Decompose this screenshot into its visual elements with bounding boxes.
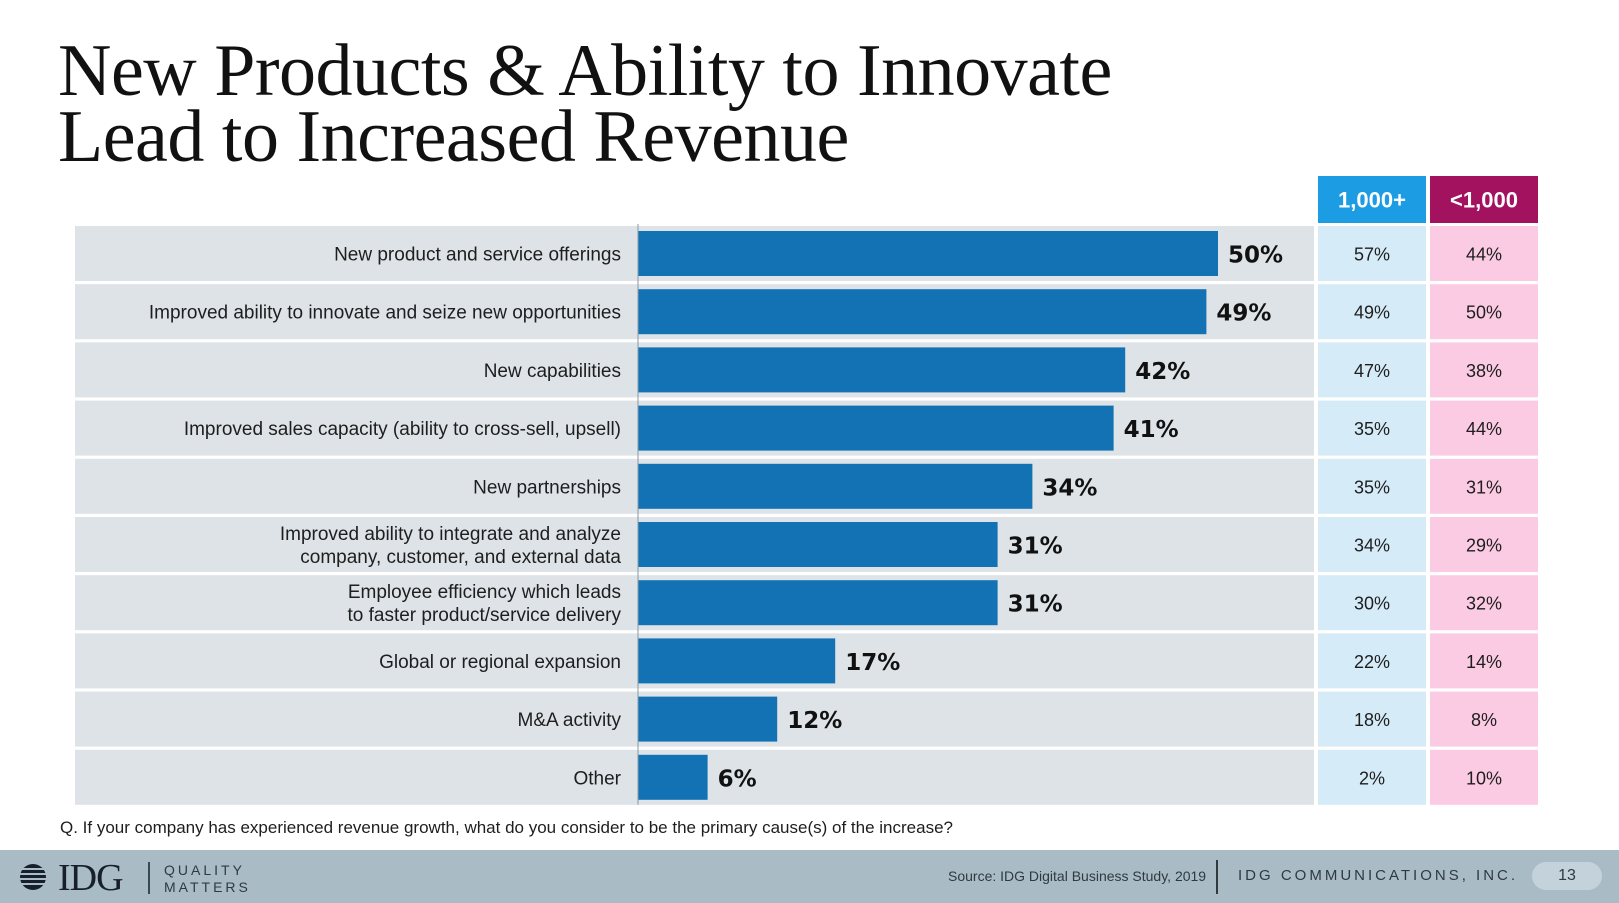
table-cell-value: 8% [1471,710,1497,730]
category-label: New partnerships [473,477,621,498]
survey-question: Q. If your company has experienced reven… [60,818,953,837]
table-cell-col-2 [1430,342,1538,398]
category-label: Improved ability to integrate and analyz… [280,524,622,568]
table-cell-col-2 [1430,691,1538,747]
bar-value-label: 41% [1124,417,1179,443]
table-cell-value: 30% [1354,594,1390,614]
category-label: Employee efficiency which leads to faster… [347,582,621,626]
page-title: New Products & Ability to Innovate Lead … [58,30,1112,178]
table-cell-col-1 [1318,749,1426,805]
bar [638,696,778,742]
category-label: Improved sales capacity (ability to cros… [184,419,621,440]
table-cell-value: 2% [1359,768,1385,788]
table-cell-value: 10% [1466,768,1502,788]
table-cell-col-2 [1430,749,1538,805]
table-cell-col-2 [1430,284,1538,340]
bar [638,289,1207,335]
page-number: 13 [1532,862,1602,890]
table-cell-value: 29% [1466,536,1502,556]
table-cell-value: 44% [1466,419,1502,439]
table-cell-col-1 [1318,458,1426,514]
table-cell-col-1 [1318,517,1426,572]
column-header-2-bg [1430,176,1538,223]
table-cell-value: 35% [1354,477,1390,497]
table-cell-value: 38% [1466,361,1502,381]
table-cell-col-1 [1318,575,1426,631]
table-cell-col-1 [1318,226,1426,281]
bar-value-label: 34% [1042,475,1097,501]
bar-value-label: 50% [1228,243,1283,269]
table-cell-value: 57% [1354,245,1390,265]
category-label: Other [573,768,621,789]
title-line-1: New Products & Ability to Innovate [58,30,1112,112]
table-cell-value: 31% [1466,477,1502,497]
category-label: Global or regional expansion [379,652,621,673]
table-cell-value: 49% [1354,303,1390,323]
table-cell-value: 32% [1466,594,1502,614]
table-cell-value: 44% [1466,245,1502,265]
footer-bar: IDG QUALITY MATTERS Source: IDG Digital … [0,850,1619,903]
logo-divider [148,862,150,894]
table-cell-col-2 [1430,226,1538,281]
company-name: IDG COMMUNICATIONS, INC. [1238,867,1519,884]
table-cell-col-2 [1430,575,1538,631]
bar [638,522,998,567]
category-label: New product and service offerings [334,245,621,266]
bar-value-label: 42% [1135,359,1190,385]
footer-divider [1216,860,1218,894]
bar [638,463,1033,509]
table-cell-col-1 [1318,633,1426,689]
bar [638,580,998,626]
bar-value-label: 31% [1008,534,1063,560]
tagline: QUALITY MATTERS [164,862,251,896]
column-header-1-bg [1318,176,1426,223]
category-label: New capabilities [484,361,621,382]
logo-globe-icon [15,864,51,890]
bar [638,638,836,684]
source-note: Source: IDG Digital Business Study, 2019 [948,868,1207,884]
tagline-line-1: QUALITY [164,862,245,878]
bar [638,347,1126,393]
bar-value-label: 49% [1216,301,1271,327]
table-cell-value: 50% [1466,303,1502,323]
table-cell-value: 34% [1354,536,1390,556]
table-cell-col-2 [1430,400,1538,456]
table-cell-value: 22% [1354,652,1390,672]
bar-value-label: 12% [787,708,842,734]
table-cell-col-2 [1430,458,1538,514]
table-cell-value: 35% [1354,419,1390,439]
table-cell-value: 14% [1466,652,1502,672]
table-cell-col-1 [1318,400,1426,456]
idg-logo: IDG [58,857,124,899]
bar-value-label: 17% [845,650,900,676]
table-cell-col-2 [1430,633,1538,689]
column-header-2: <1,000 [1450,188,1518,213]
table-cell-value: 18% [1354,710,1390,730]
bar [638,754,708,800]
bar-chart: 1,000+ <1,000 New product and service offe… [75,176,1538,805]
table-cell-col-1 [1318,342,1426,398]
title-line-2: Lead to Increased Revenue [58,96,849,178]
table-cell-col-1 [1318,691,1426,747]
bar [638,405,1114,451]
table-cell-col-2 [1430,517,1538,572]
category-label: M&A activity [518,710,622,731]
tagline-line-2: MATTERS [164,879,251,895]
column-header-1: 1,000+ [1338,188,1406,213]
category-label: Improved ability to innovate and seize n… [149,303,621,324]
bar-value-label: 31% [1008,592,1063,618]
bar-value-label: 6% [718,766,757,792]
table-cell-col-1 [1318,284,1426,340]
bar [638,231,1218,276]
table-cell-value: 47% [1354,361,1390,381]
